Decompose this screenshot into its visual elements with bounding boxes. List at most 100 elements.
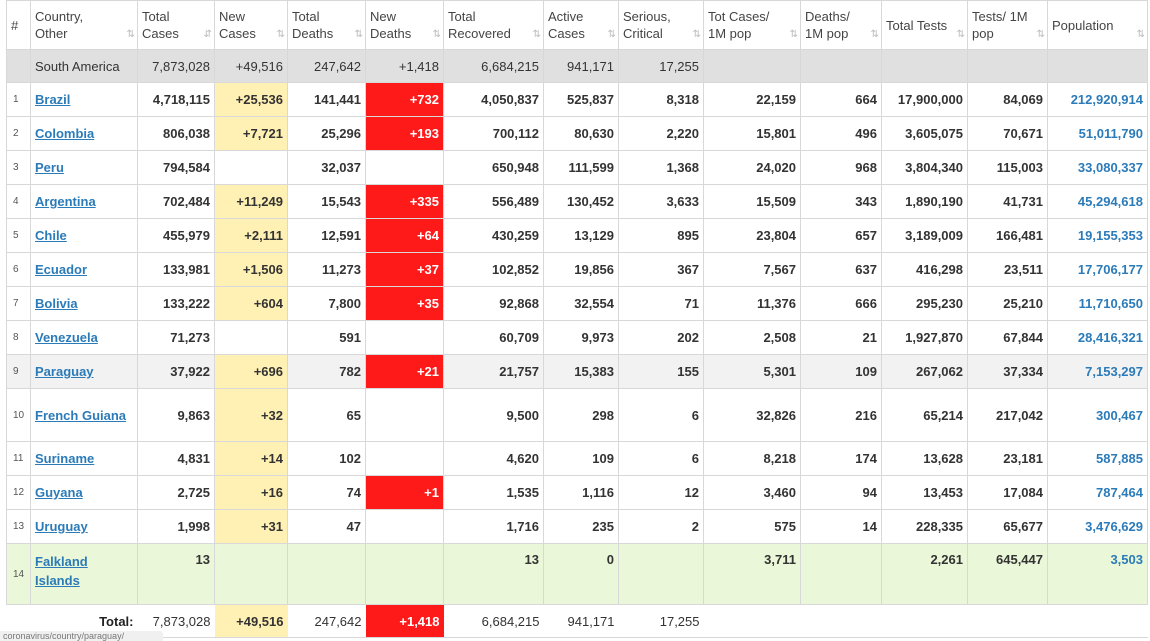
country-link[interactable]: Uruguay [35, 519, 88, 534]
sort-arrows-icon[interactable]: ⇅ [532, 29, 542, 40]
country-link[interactable]: Guyana [35, 485, 83, 500]
country-link[interactable]: Falkland Islands [35, 554, 88, 588]
column-header-tests-per-m[interactable]: Tests/ 1M pop ⇅ [967, 0, 1048, 50]
cell-total-cases: 794,584 [137, 150, 215, 185]
totals-row: Total: 7,873,028 +49,516 247,642 +1,418 6,684… [6, 604, 1148, 638]
column-header-total-recovered[interactable]: Total Recovered ⇅ [443, 0, 544, 50]
column-header-total-deaths[interactable]: Total Deaths ⇅ [287, 0, 366, 50]
population-link[interactable]: 212,920,914 [1070, 92, 1143, 107]
cell-deaths-per-m: 216 [800, 388, 882, 442]
cell-tests-per-m: 37,334 [967, 354, 1048, 389]
column-header-total-cases[interactable]: Total Cases ⇵ [137, 0, 215, 50]
cell-total-recovered: 13 [443, 543, 544, 605]
row-index: 6 [6, 252, 31, 287]
sort-arrows-icon[interactable]: ⇅ [276, 29, 286, 40]
country-link[interactable]: Brazil [35, 92, 71, 107]
column-header-label: Serious, Critical [623, 9, 671, 41]
population-link[interactable]: 11,710,650 [1078, 296, 1143, 311]
table-row: 11 Suriname 4,831 +14 102 4,620 109 6 8,218 174 13… [6, 441, 1148, 476]
population-link[interactable]: 51,011,790 [1078, 126, 1143, 141]
column-header-deaths-per-m[interactable]: Deaths/ 1M pop ⇅ [800, 0, 882, 50]
population-link[interactable]: 3,503 [1110, 552, 1143, 567]
cell-population: 787,464 [1047, 475, 1148, 510]
cell-population: 7,153,297 [1047, 354, 1148, 389]
column-header-country[interactable]: Country, Other ⇅ [30, 0, 138, 50]
country-link[interactable]: Peru [35, 160, 64, 175]
table-row: 7 Bolivia 133,222 +604 7,800 +35 92,868 32,554 7… [6, 286, 1148, 321]
cell-tests-per-m: 67,844 [967, 320, 1048, 355]
column-header-new-deaths[interactable]: New Deaths ⇅ [365, 0, 444, 50]
population-link[interactable]: 45,294,618 [1077, 194, 1143, 209]
cell-tests: 416,298 [881, 252, 968, 287]
cell-tests: 17,900,000 [881, 82, 968, 117]
cell-active: 19,856 [543, 252, 619, 287]
sort-arrows-icon[interactable]: ⇅ [789, 29, 799, 40]
column-header-cases-per-m[interactable]: Tot Cases/ 1M pop ⇅ [703, 0, 801, 50]
country-link[interactable]: Ecuador [35, 262, 88, 277]
continent-name: South America [30, 49, 138, 83]
sort-arrows-icon[interactable]: ⇅ [870, 29, 880, 40]
cell-new-deaths [365, 543, 444, 605]
country-link[interactable]: Chile [35, 228, 67, 243]
cell-active: 1,116 [543, 475, 619, 510]
cell-tests-per-m: 17,084 [967, 475, 1048, 510]
population-link[interactable]: 28,416,321 [1077, 330, 1143, 345]
population-link[interactable]: 7,153,297 [1085, 364, 1143, 379]
country-link[interactable]: Bolivia [35, 296, 78, 311]
column-header-tests[interactable]: Total Tests ⇅ [881, 0, 968, 50]
cell-deaths-per-m: 968 [800, 150, 882, 185]
population-link[interactable]: 300,467 [1096, 407, 1143, 423]
cell-total-recovered: 9,500 [443, 388, 544, 442]
cell-new-deaths [365, 388, 444, 442]
population-link[interactable]: 33,080,337 [1077, 160, 1143, 175]
cell-new-cases [214, 543, 288, 605]
cell-tests-per-m: 23,511 [967, 252, 1048, 287]
cell-new-deaths: +335 [365, 184, 444, 219]
cell-total-cases: 7,873,028 [137, 49, 215, 83]
country-link[interactable]: Venezuela [35, 330, 98, 345]
sort-arrows-icon[interactable]: ⇅ [692, 29, 702, 40]
country-link[interactable]: French Guiana [35, 407, 127, 423]
cell-tests-per-m [967, 49, 1048, 83]
population-link[interactable]: 787,464 [1096, 485, 1143, 500]
cell-tests: 1,927,870 [881, 320, 968, 355]
country-cell: Chile [30, 218, 138, 253]
cell-tests-per-m: 115,003 [967, 150, 1048, 185]
population-link[interactable]: 17,706,177 [1077, 262, 1143, 277]
sort-arrows-icon[interactable]: ⇅ [1136, 29, 1146, 40]
sort-arrows-icon[interactable]: ⇅ [126, 29, 136, 40]
country-link[interactable]: Colombia [35, 126, 95, 141]
column-header-active[interactable]: Active Cases ⇅ [543, 0, 619, 50]
cell-deaths-per-m: 21 [800, 320, 882, 355]
cell-new-cases [214, 150, 288, 185]
population-link[interactable]: 19,155,353 [1077, 228, 1143, 243]
population-link[interactable]: 3,476,629 [1085, 519, 1143, 534]
cell-active: 0 [543, 543, 619, 605]
cell-population: 45,294,618 [1047, 184, 1148, 219]
cell-population: 19,155,353 [1047, 218, 1148, 253]
country-cell: Uruguay [30, 509, 138, 544]
population-link[interactable]: 587,885 [1096, 451, 1143, 466]
country-cell: Brazil [30, 82, 138, 117]
column-header-serious[interactable]: Serious, Critical ⇅ [618, 0, 704, 50]
cell-population: 587,885 [1047, 441, 1148, 476]
sort-arrows-icon[interactable]: ⇅ [432, 29, 442, 40]
cell-tests-per-m: 23,181 [967, 441, 1048, 476]
sort-arrows-icon[interactable]: ⇵ [203, 29, 213, 40]
column-header-new-cases[interactable]: New Cases ⇅ [214, 0, 288, 50]
cell-active: 15,383 [543, 354, 619, 389]
cell-deaths-per-m: 496 [800, 116, 882, 151]
sort-arrows-icon[interactable]: ⇅ [607, 29, 617, 40]
sort-arrows-icon[interactable]: ⇅ [956, 29, 966, 40]
cell-tests: 1,890,190 [881, 184, 968, 219]
country-link[interactable]: Argentina [35, 194, 96, 209]
column-header-population[interactable]: Population ⇅ [1047, 0, 1148, 50]
country-link[interactable]: Suriname [35, 451, 95, 466]
country-link[interactable]: Paraguay [35, 364, 94, 379]
cell-population: 212,920,914 [1047, 82, 1148, 117]
cell-active: 235 [543, 509, 619, 544]
cell-new-cases: +604 [214, 286, 288, 321]
cell-cases-per-m: 7,567 [703, 252, 801, 287]
sort-arrows-icon[interactable]: ⇅ [354, 29, 364, 40]
sort-arrows-icon[interactable]: ⇅ [1036, 29, 1046, 40]
